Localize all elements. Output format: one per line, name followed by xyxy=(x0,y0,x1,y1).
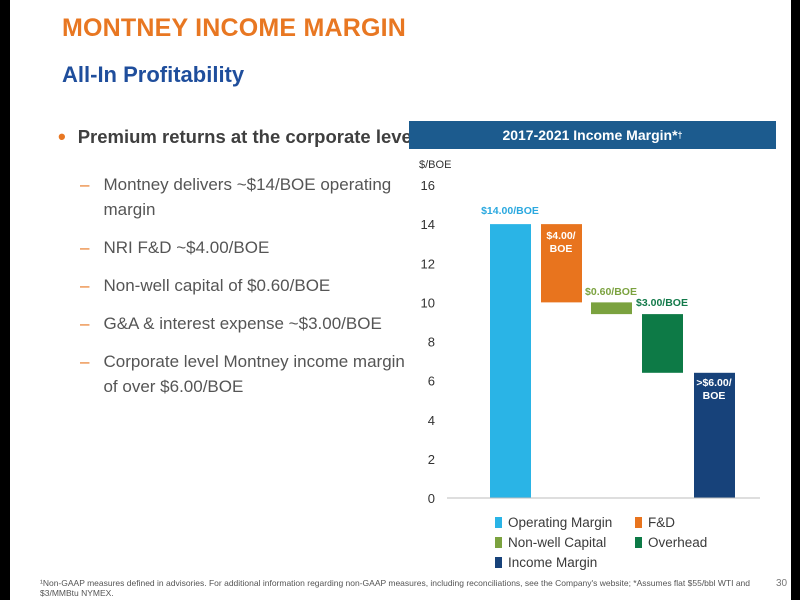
sub-bullet-text: G&A & interest expense ~$3.00/BOE xyxy=(103,314,382,333)
legend-swatch xyxy=(635,516,642,528)
sub-bullet-list: – Montney delivers ~$14/BOE operating mar… xyxy=(80,172,410,412)
y-tick-label: 10 xyxy=(421,295,435,310)
bar-operating-margin xyxy=(490,224,531,498)
legend-item: Overhead xyxy=(635,535,775,550)
data-label: $4.00/ xyxy=(546,230,575,242)
y-tick-label: 6 xyxy=(428,374,435,389)
right-border xyxy=(791,0,800,600)
dash-icon: – xyxy=(80,238,90,257)
sub-bullet-text: Montney delivers ~$14/BOE operating marg… xyxy=(103,175,392,219)
sub-bullet: – Non-well capital of $0.60/BOE xyxy=(80,273,410,298)
data-label: BOE xyxy=(550,243,573,255)
legend-swatch xyxy=(495,536,502,548)
legend-swatch xyxy=(495,516,502,528)
data-label: BOE xyxy=(703,390,726,402)
sub-bullet: – Montney delivers ~$14/BOE operating mar… xyxy=(80,172,410,222)
y-tick-label: 14 xyxy=(421,217,435,232)
main-bullet: • Premium returns at the corporate level xyxy=(58,126,417,148)
data-label: $14.00/BOE xyxy=(481,205,539,217)
bar-f-d xyxy=(541,224,582,303)
legend-item: Operating Margin xyxy=(495,515,635,530)
legend-swatch xyxy=(635,536,642,548)
y-tick-label: 8 xyxy=(428,335,435,350)
y-tick-label: 4 xyxy=(428,413,435,428)
dash-icon: – xyxy=(80,352,90,371)
data-label: $3.00/BOE xyxy=(636,297,688,309)
y-tick-label: 0 xyxy=(428,491,435,506)
page-number: 30 xyxy=(776,578,788,589)
legend-label: Non-well Capital xyxy=(508,534,607,550)
dash-icon: – xyxy=(80,276,90,295)
chart-title-bar: 2017-2021 Income Margin* † xyxy=(409,121,776,149)
chart-legend: Operating Margin F&D Non-well Capital Ov… xyxy=(495,512,775,572)
y-tick-label: 12 xyxy=(421,256,435,271)
chart-title: 2017-2021 Income Margin* xyxy=(502,127,678,143)
data-label: $0.60/BOE xyxy=(585,286,637,298)
y-tick-label: 2 xyxy=(428,452,435,467)
slide: MONTNEY INCOME MARGIN All-In Profitabili… xyxy=(10,0,791,598)
y-tick-label: 16 xyxy=(421,178,435,193)
legend-label: F&D xyxy=(648,514,675,530)
chart-title-mark: † xyxy=(677,130,683,140)
left-border xyxy=(0,0,10,600)
legend-label: Operating Margin xyxy=(508,514,613,530)
legend-swatch xyxy=(495,556,502,568)
bar-non-well-capital xyxy=(591,302,632,315)
footnote: ¹Non-GAAP measures defined in advisories… xyxy=(40,578,750,598)
slide-subtitle: All-In Profitability xyxy=(62,62,245,87)
sub-bullet-text: Non-well capital of $0.60/BOE xyxy=(103,276,331,295)
legend-item: Income Margin xyxy=(495,555,635,570)
y-axis-unit-label: $/BOE xyxy=(419,159,451,171)
bar-income-margin xyxy=(694,372,735,498)
data-label: >$6.00/ xyxy=(696,377,731,389)
sub-bullet: – NRI F&D ~$4.00/BOE xyxy=(80,235,410,260)
legend-item: F&D xyxy=(635,515,775,530)
legend-item: Non-well Capital xyxy=(495,535,635,550)
legend-label: Income Margin xyxy=(508,554,598,570)
dash-icon: – xyxy=(80,175,90,194)
sub-bullet-text: NRI F&D ~$4.00/BOE xyxy=(103,238,270,257)
bar-overhead xyxy=(642,314,683,373)
legend-label: Overhead xyxy=(648,534,708,550)
sub-bullet: – Corporate level Montney income margin o… xyxy=(80,349,410,399)
bullet-dot-icon: • xyxy=(58,124,66,149)
sub-bullet: – G&A & interest expense ~$3.00/BOE xyxy=(80,311,410,336)
main-bullet-text: Premium returns at the corporate level xyxy=(77,126,417,147)
sub-bullet-text: Corporate level Montney income margin of… xyxy=(103,352,405,396)
dash-icon: – xyxy=(80,314,90,333)
slide-title: MONTNEY INCOME MARGIN xyxy=(62,14,407,42)
